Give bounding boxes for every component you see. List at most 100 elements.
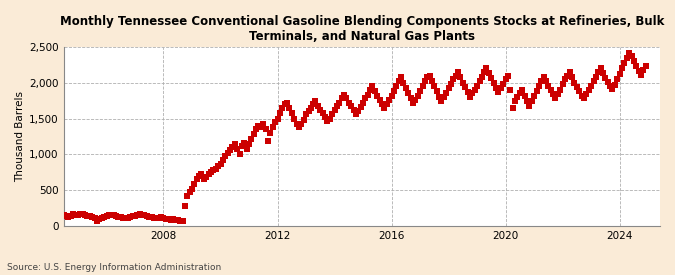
Point	[286, 111, 297, 115]
Point	[151, 216, 162, 221]
Point	[512, 95, 523, 99]
Point	[564, 70, 575, 74]
Point	[253, 123, 264, 128]
Point	[350, 112, 361, 116]
Point	[474, 79, 485, 84]
Point	[132, 212, 143, 217]
Point	[315, 108, 325, 112]
Point	[462, 90, 473, 94]
Point	[317, 111, 328, 115]
Point	[545, 88, 556, 92]
Point	[610, 83, 620, 87]
Point	[386, 94, 397, 98]
Point	[612, 77, 622, 81]
Point	[56, 213, 67, 218]
Point	[591, 75, 601, 79]
Point	[541, 79, 551, 84]
Point	[322, 119, 333, 123]
Point	[453, 70, 464, 74]
Point	[344, 101, 354, 105]
Point	[172, 218, 183, 222]
Point	[310, 98, 321, 103]
Point	[103, 213, 114, 217]
Point	[275, 111, 286, 115]
Point	[163, 217, 173, 221]
Point	[367, 84, 378, 89]
Point	[341, 96, 352, 101]
Point	[550, 96, 561, 100]
Point	[508, 106, 518, 110]
Point	[194, 174, 205, 178]
Point	[113, 215, 124, 219]
Point	[486, 76, 497, 81]
Point	[547, 92, 558, 96]
Title: Monthly Tennessee Conventional Gasoline Blending Components Stocks at Refineries: Monthly Tennessee Conventional Gasoline …	[59, 15, 664, 43]
Point	[424, 73, 435, 78]
Point	[477, 75, 487, 79]
Point	[360, 96, 371, 101]
Point	[553, 92, 564, 96]
Point	[558, 82, 568, 86]
Point	[47, 213, 57, 218]
Point	[127, 214, 138, 218]
Point	[215, 161, 226, 166]
Point	[405, 96, 416, 101]
Point	[182, 194, 192, 198]
Point	[75, 212, 86, 217]
Point	[348, 108, 359, 112]
Point	[628, 59, 639, 64]
Point	[120, 216, 131, 221]
Point	[429, 84, 439, 89]
Point	[517, 88, 528, 92]
Point	[431, 89, 442, 94]
Point	[479, 70, 489, 74]
Point	[87, 215, 98, 219]
Point	[165, 218, 176, 222]
Point	[455, 75, 466, 79]
Point	[355, 105, 366, 109]
Point	[469, 88, 480, 92]
Point	[391, 84, 402, 89]
Point	[180, 204, 190, 208]
Point	[141, 214, 152, 218]
Point	[374, 98, 385, 102]
Point	[446, 82, 456, 86]
Point	[115, 215, 126, 220]
Point	[298, 118, 309, 122]
Point	[49, 212, 59, 216]
Point	[396, 75, 406, 79]
Point	[436, 98, 447, 103]
Point	[305, 106, 316, 110]
Point	[144, 214, 155, 219]
Point	[488, 81, 499, 85]
Point	[255, 125, 266, 129]
Point	[291, 121, 302, 126]
Point	[44, 213, 55, 217]
Point	[82, 214, 92, 218]
Point	[510, 98, 520, 103]
Point	[524, 103, 535, 108]
Point	[191, 177, 202, 182]
Point	[303, 109, 314, 114]
Point	[108, 213, 119, 218]
Point	[167, 217, 178, 221]
Point	[522, 98, 533, 103]
Point	[624, 51, 634, 55]
Point	[460, 85, 470, 89]
Point	[600, 76, 611, 80]
Point	[560, 77, 570, 81]
Point	[250, 127, 261, 131]
Point	[403, 91, 414, 96]
Point	[153, 216, 164, 220]
Point	[270, 120, 281, 124]
Point	[569, 81, 580, 85]
Point	[443, 86, 454, 91]
Point	[300, 112, 311, 116]
Point	[263, 139, 273, 144]
Point	[493, 90, 504, 94]
Point	[531, 89, 542, 94]
Point	[483, 71, 494, 76]
Point	[495, 86, 506, 91]
Point	[265, 131, 276, 135]
Point	[419, 79, 430, 84]
